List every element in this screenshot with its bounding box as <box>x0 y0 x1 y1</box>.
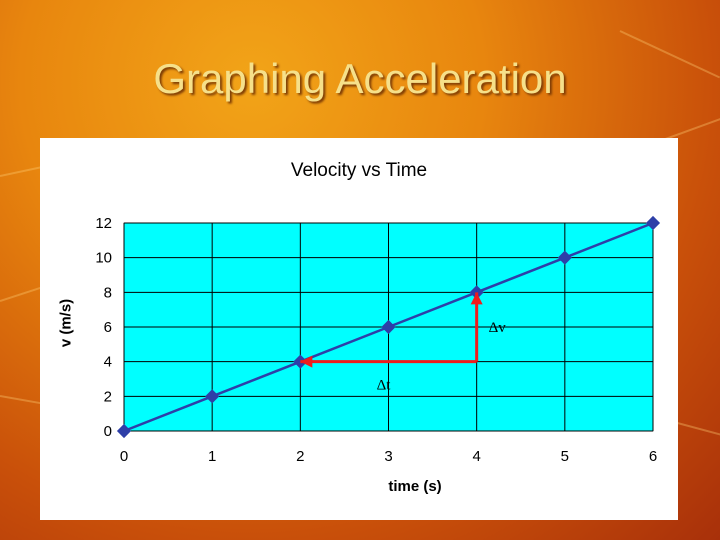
x-tick-label: 1 <box>208 448 216 465</box>
annotation-label: Δt <box>377 378 392 394</box>
y-tick-label: 12 <box>95 215 112 232</box>
annotation-label: Δv <box>489 320 507 336</box>
y-tick-label: 8 <box>104 284 112 301</box>
x-axis-label: time (s) <box>388 478 442 495</box>
annotation-arrowhead <box>470 292 483 305</box>
y-tick-label: 6 <box>104 319 112 336</box>
data-point <box>116 423 132 439</box>
data-point <box>645 215 661 231</box>
x-tick-label: 6 <box>649 448 657 465</box>
x-tick-label: 5 <box>561 448 569 465</box>
data-point <box>469 285 484 300</box>
x-tick-label: 3 <box>384 448 392 465</box>
y-tick-label: 10 <box>95 250 112 267</box>
y-axis-label: v (m/s) <box>57 298 75 348</box>
data-point <box>381 319 396 335</box>
x-tick-label: 2 <box>296 448 304 465</box>
y-tick-label: 4 <box>104 354 112 371</box>
y-tick-label: 0 <box>104 423 112 440</box>
y-tick-label: 2 <box>104 388 112 405</box>
chart-title: Velocity vs Time <box>290 160 428 181</box>
annotation-arrowhead <box>300 355 313 368</box>
x-tick-label: 4 <box>472 448 480 465</box>
x-tick-label: 0 <box>120 448 128 465</box>
data-point <box>557 250 572 265</box>
data-point <box>205 389 220 404</box>
chart-panel: 0 1 2 3 4 5 6 0 2 4 6 8 10 12 Δt Δv Velocity vs Time v … <box>40 138 678 520</box>
slide-title: Graphing Acceleration <box>153 55 567 102</box>
